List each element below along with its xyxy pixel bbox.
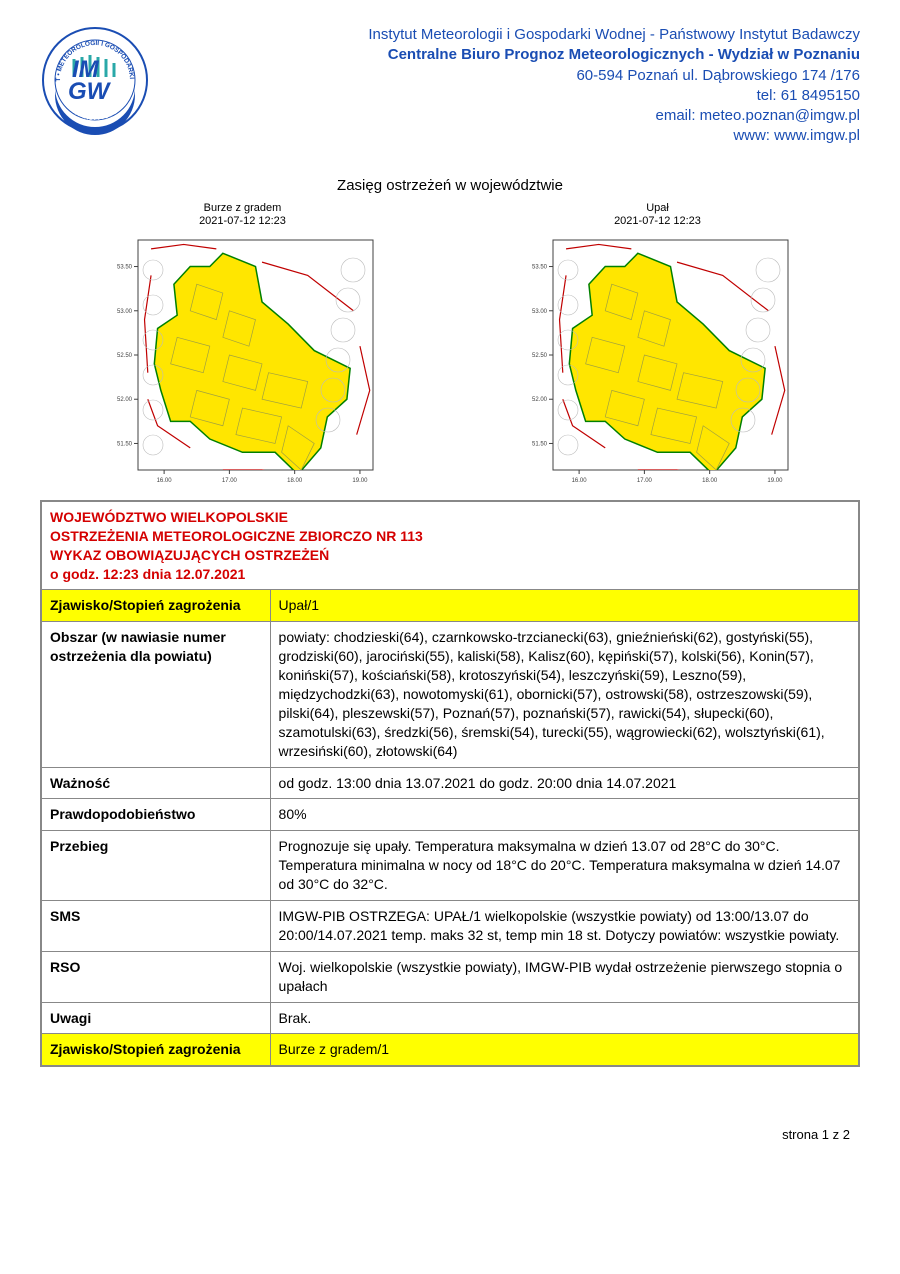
svg-text:18.00: 18.00 xyxy=(287,478,303,484)
label-obszar: Obszar (w nawiasie numer ostrzeżenia dla… xyxy=(41,622,270,767)
map-left-block: Burze z gradem 2021-07-12 12:23 51.50 52.… xyxy=(103,202,383,490)
value-prawd: 80% xyxy=(270,799,859,831)
svg-text:53.50: 53.50 xyxy=(116,264,132,270)
page-footer: strona 1 z 2 xyxy=(40,1127,860,1142)
value-rso: Woj. wielkopolskie (wszystkie powiaty), … xyxy=(270,951,859,1002)
value-waznosc: od godz. 13:00 dnia 13.07.2021 do godz. … xyxy=(270,767,859,799)
svg-text:51.50: 51.50 xyxy=(116,441,132,447)
org-address: 60-594 Poznań ul. Dąbrowskiego 174 /176 xyxy=(170,66,860,86)
value-sms: IMGW-PIB OSTRZEGA: UPAŁ/1 wielkopolskie … xyxy=(270,901,859,952)
row-zjawisko-1: Zjawisko/Stopień zagrożenia Upał/1 xyxy=(41,590,859,622)
org-email: email: meteo.poznan@imgw.pl xyxy=(170,106,860,126)
label-sms: SMS xyxy=(41,901,270,952)
map-left-timestamp: 2021-07-12 12:23 xyxy=(199,215,286,227)
page: INSTYTUT • METEOROLOGII I GOSPODARKI WOD… xyxy=(0,0,900,1274)
map-right-name: Upał xyxy=(646,202,669,214)
title-line-3: WYKAZ OBOWIĄZUJĄCYCH OSTRZEŻEŃ xyxy=(50,546,850,565)
imgw-logo: INSTYTUT • METEOROLOGII I GOSPODARKI WOD… xyxy=(40,25,150,135)
org-line-1: Instytut Meteorologii i Gospodarki Wodne… xyxy=(170,25,860,45)
row-obszar: Obszar (w nawiasie numer ostrzeżenia dla… xyxy=(41,622,859,767)
svg-text:18.00: 18.00 xyxy=(702,478,718,484)
warnings-table: WOJEWÓDZTWO WIELKOPOLSKIE OSTRZEŻENIA ME… xyxy=(40,500,860,1067)
label-prawd: Prawdopodobieństwo xyxy=(41,799,270,831)
org-line-2: Centralne Biuro Prognoz Meteorologicznyc… xyxy=(170,45,860,65)
label-rso: RSO xyxy=(41,951,270,1002)
svg-text:52.00: 52.00 xyxy=(116,397,132,403)
svg-text:GW: GW xyxy=(68,78,112,105)
map-left-name: Burze z gradem xyxy=(204,202,282,214)
svg-text:52.50: 52.50 xyxy=(531,353,547,359)
svg-text:16.00: 16.00 xyxy=(156,478,172,484)
row-prawd: Prawdopodobieństwo 80% xyxy=(41,799,859,831)
label-uwagi: Uwagi xyxy=(41,1002,270,1034)
row-zjawisko-2: Zjawisko/Stopień zagrożenia Burze z grad… xyxy=(41,1034,859,1066)
map-left: 51.50 52.00 52.50 53.00 53.50 16.00 17.00 18.00… xyxy=(103,230,383,490)
title-line-2: OSTRZEŻENIA METEOROLOGICZNE ZBIORCZO NR … xyxy=(50,527,850,546)
title-row: WOJEWÓDZTWO WIELKOPOLSKIE OSTRZEŻENIA ME… xyxy=(41,501,859,590)
row-przebieg: Przebieg Prognozuje się upały. Temperatu… xyxy=(41,831,859,901)
map-right: 51.50 52.00 52.50 53.00 53.50 16.00 17.00 18.00… xyxy=(518,230,798,490)
label-zjawisko-1: Zjawisko/Stopień zagrożenia xyxy=(41,590,270,622)
map-right-title: Upał 2021-07-12 12:23 xyxy=(518,202,798,228)
svg-text:51.50: 51.50 xyxy=(531,441,547,447)
map-right-timestamp: 2021-07-12 12:23 xyxy=(614,215,701,227)
svg-text:53.50: 53.50 xyxy=(531,264,547,270)
row-rso: RSO Woj. wielkopolskie (wszystkie powiat… xyxy=(41,951,859,1002)
svg-text:19.00: 19.00 xyxy=(352,478,368,484)
value-obszar: powiaty: chodzieski(64), czarnkowsko-trz… xyxy=(270,622,859,767)
maps-section-title: Zasięg ostrzeżeń w województwie xyxy=(40,177,860,194)
title-cell: WOJEWÓDZTWO WIELKOPOLSKIE OSTRZEŻENIA ME… xyxy=(41,501,859,590)
value-uwagi: Brak. xyxy=(270,1002,859,1034)
label-zjawisko-2: Zjawisko/Stopień zagrożenia xyxy=(41,1034,270,1066)
map-left-title: Burze z gradem 2021-07-12 12:23 xyxy=(103,202,383,228)
svg-text:19.00: 19.00 xyxy=(767,478,783,484)
svg-text:17.00: 17.00 xyxy=(636,478,652,484)
title-line-1: WOJEWÓDZTWO WIELKOPOLSKIE xyxy=(50,508,850,527)
svg-text:52.50: 52.50 xyxy=(116,353,132,359)
row-sms: SMS IMGW-PIB OSTRZEGA: UPAŁ/1 wielkopols… xyxy=(41,901,859,952)
value-zjawisko-2: Burze z gradem/1 xyxy=(270,1034,859,1066)
svg-text:16.00: 16.00 xyxy=(571,478,587,484)
value-przebieg: Prognozuje się upały. Temperatura maksym… xyxy=(270,831,859,901)
header-text-block: Instytut Meteorologii i Gospodarki Wodne… xyxy=(170,25,860,147)
map-right-block: Upał 2021-07-12 12:23 51.50 52.00 52.50 53.… xyxy=(518,202,798,490)
row-waznosc: Ważność od godz. 13:00 dnia 13.07.2021 d… xyxy=(41,767,859,799)
svg-text:17.00: 17.00 xyxy=(221,478,237,484)
svg-text:52.00: 52.00 xyxy=(531,397,547,403)
header: INSTYTUT • METEOROLOGII I GOSPODARKI WOD… xyxy=(40,25,860,147)
row-uwagi: Uwagi Brak. xyxy=(41,1002,859,1034)
org-www: www: www.imgw.pl xyxy=(170,126,860,146)
svg-text:53.00: 53.00 xyxy=(531,309,547,315)
label-przebieg: Przebieg xyxy=(41,831,270,901)
title-line-4: o godz. 12:23 dnia 12.07.2021 xyxy=(50,565,850,584)
svg-text:53.00: 53.00 xyxy=(116,309,132,315)
label-waznosc: Ważność xyxy=(41,767,270,799)
value-zjawisko-1: Upał/1 xyxy=(270,590,859,622)
org-tel: tel: 61 8495150 xyxy=(170,86,860,106)
maps-row: Burze z gradem 2021-07-12 12:23 51.50 52.… xyxy=(40,202,860,490)
